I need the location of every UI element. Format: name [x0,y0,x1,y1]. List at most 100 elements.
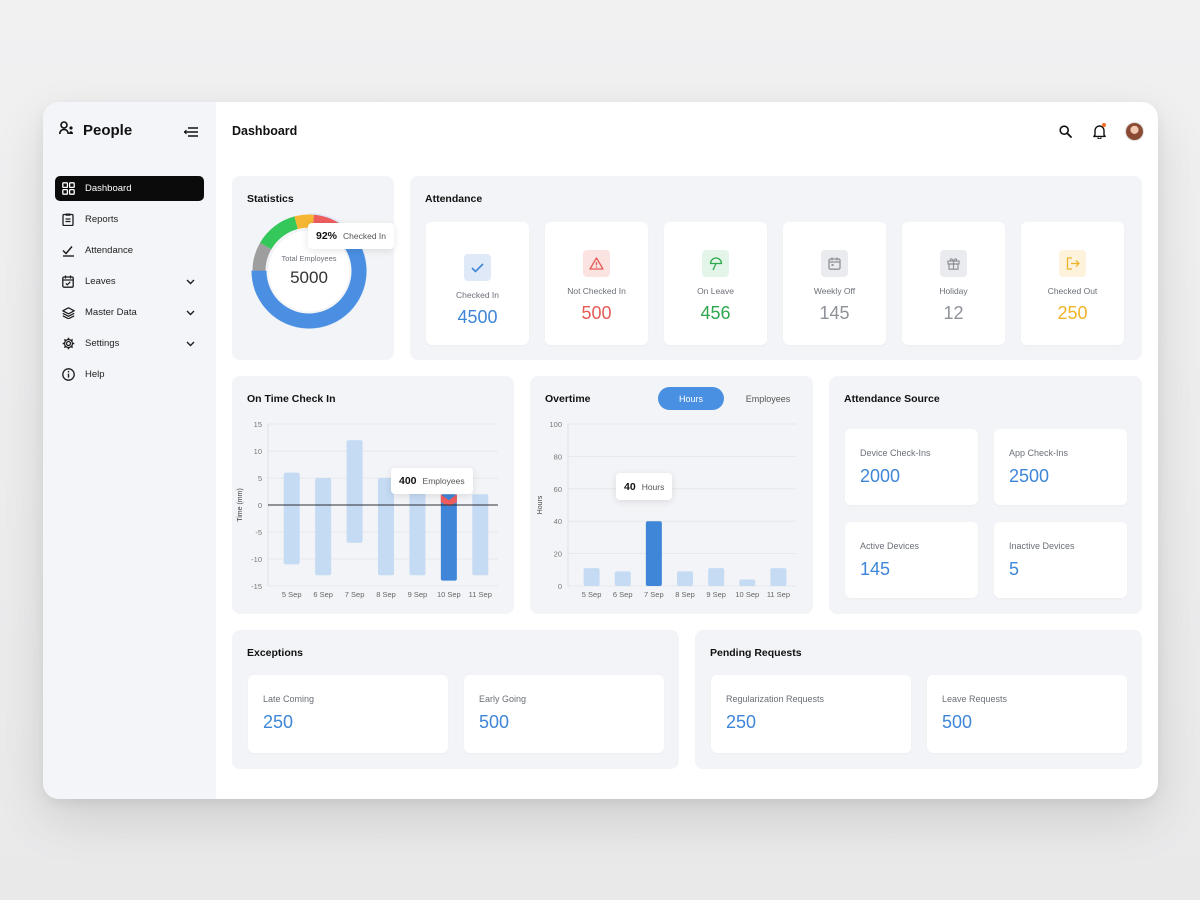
attendance-panel: Attendance Checked In 4500 Not Checked In 5… [410,176,1142,360]
chart-bar[interactable] [583,568,600,586]
bell-icon[interactable] [1091,123,1107,139]
chart-bar[interactable] [677,571,693,586]
info-icon [61,368,75,382]
x-tick-label: 11 Sep [469,590,492,599]
sidebar-item-reports[interactable]: Reports [55,207,204,232]
on-time-tooltip-label: Employees [422,476,465,486]
menu-collapse-icon[interactable] [183,124,198,142]
y-tick-label: 80 [554,452,562,461]
attendance-card-label: Holiday [939,286,968,296]
pending-card-leave-requests[interactable]: Leave Requests 500 [927,675,1127,753]
exception-card-early-going[interactable]: Early Going 500 [464,675,664,753]
sidebar-item-help[interactable]: Help [55,362,204,387]
source-card-inactive-devices[interactable]: Inactive Devices 5 [994,522,1127,598]
calendar-icon [821,250,848,277]
sidebar-item-label: Reports [85,214,119,225]
pending-card-value: 500 [942,712,973,732]
attendance-card-checked-out[interactable]: Checked Out 250 [1021,222,1124,345]
sidebar-item-attendance[interactable]: Attendance [55,238,204,263]
chart-bar[interactable] [770,568,787,586]
attendance-card-weekly-off[interactable]: Weekly Off 145 [783,222,886,345]
exception-card-value: 500 [479,712,510,732]
layers-icon [61,306,75,320]
y-tick-label: -10 [251,555,262,564]
chart-bar[interactable] [739,579,756,586]
chart-bar[interactable] [708,568,725,586]
source-card-device-check-ins[interactable]: Device Check-Ins 2000 [845,429,978,505]
chevron-down-icon[interactable] [186,339,196,349]
y-tick-label: -15 [251,582,262,591]
attendance-card-label: Checked Out [1047,286,1098,296]
sidebar-nav: Dashboard Reports Attendance Leaves Master D… [55,176,204,393]
check-icon [464,254,491,281]
source-card-app-check-ins[interactable]: App Check-Ins 2500 [994,429,1127,505]
search-icon[interactable] [1057,123,1073,139]
tooltip-percent: 92% [316,230,338,242]
x-tick-label: 11 Sep [767,590,790,599]
attendance-source-panel: Attendance Source Device Check-Ins 2000 Ap… [829,376,1142,614]
donut-segment [252,214,366,328]
attendance-card-checked-in[interactable]: Checked In 4500 [426,222,529,345]
pending-card-value: 250 [726,712,757,732]
x-tick-label: 5 Sep [582,590,602,599]
chart-bar[interactable] [409,478,426,576]
chart-bar[interactable] [315,478,332,576]
tab-employees[interactable]: Employees [745,393,791,404]
exceptions-panel: Exceptions Late Coming 250 Early Going 500 [232,630,679,769]
overtime-tooltip-value: 40 [624,480,636,493]
brand: People [59,121,132,140]
y-tick-label: -5 [255,528,262,537]
gear-icon [61,337,75,351]
x-tick-label: 5 Sep [282,590,302,599]
source-card-value: 5 [1009,559,1020,579]
tab-hours[interactable]: Hours [658,387,724,410]
pending-card-regularization-requests[interactable]: Regularization Requests 250 [711,675,911,753]
sidebar-item-master-data[interactable]: Master Data [55,300,204,325]
exception-card-late-coming[interactable]: Late Coming 250 [248,675,448,753]
attendance-card-not-checked-in[interactable]: Not Checked In 500 [545,222,648,345]
source-card-label: App Check-Ins [1009,448,1069,458]
notification-dot [1102,123,1106,127]
attendance-card-holiday[interactable]: Holiday 12 [902,222,1005,345]
sidebar-item-label: Dashboard [85,183,132,194]
sidebar-item-settings[interactable]: Settings [55,331,204,356]
source-card-label: Inactive Devices [1009,541,1075,551]
donut-segment [252,214,366,328]
attendance-card-value: 250 [1057,303,1088,323]
chart-bar[interactable] [346,440,363,543]
x-tick-label: 7 Sep [644,590,664,599]
sidebar-item-label: Settings [85,338,120,349]
chart-bar[interactable] [614,571,631,586]
attendance-card-label: On Leave [697,286,734,296]
avatar[interactable] [1125,121,1144,141]
chevron-down-icon[interactable] [186,277,196,287]
highlight-marker [440,494,457,507]
y-tick-label: 60 [554,485,562,494]
x-tick-label: 7 Sep [345,590,365,599]
chevron-down-icon[interactable] [186,308,196,318]
attendance-card-on-leave[interactable]: On Leave 456 [664,222,767,345]
chart-bar[interactable] [378,478,394,576]
chart-bar[interactable] [283,472,300,565]
exception-card-label: Early Going [479,694,527,704]
on-time-chart: 15 10 5 0 -5 -10 -15 Time (mm) 5 Sep 6 Sep 7 Sep 8 … [237,420,498,599]
overtime-tooltip-label: Hours [641,481,665,492]
sidebar-item-leaves[interactable]: Leaves [55,269,204,294]
chart-bar[interactable] [645,521,662,586]
sidebar-item-dashboard[interactable]: Dashboard [55,176,204,201]
donut-hole [268,230,350,312]
overtime-tooltip: 40 Hours [616,473,673,500]
chart-bar[interactable] [472,494,489,576]
on-time-tooltip-value: 400 [399,475,417,487]
exceptions-title: Exceptions [247,647,304,659]
chart-bar[interactable] [440,494,457,581]
donut-segment [252,214,366,328]
on-time-tooltip: 400 Employees [391,468,473,494]
source-card-value: 2000 [860,466,901,486]
source-card-active-devices[interactable]: Active Devices 145 [845,522,978,598]
overtime-chart: 100 80 60 40 20 0 Hours 5 Sep 6 Sep 7 Sep 8 Sep 9 S… [537,420,796,599]
sidebar-item-label: Leaves [85,276,116,287]
pending-title: Pending Requests [710,647,802,659]
main-content: Dashboard Statistics Total Employees 500… [216,102,1158,799]
source-card-value: 145 [860,559,891,579]
